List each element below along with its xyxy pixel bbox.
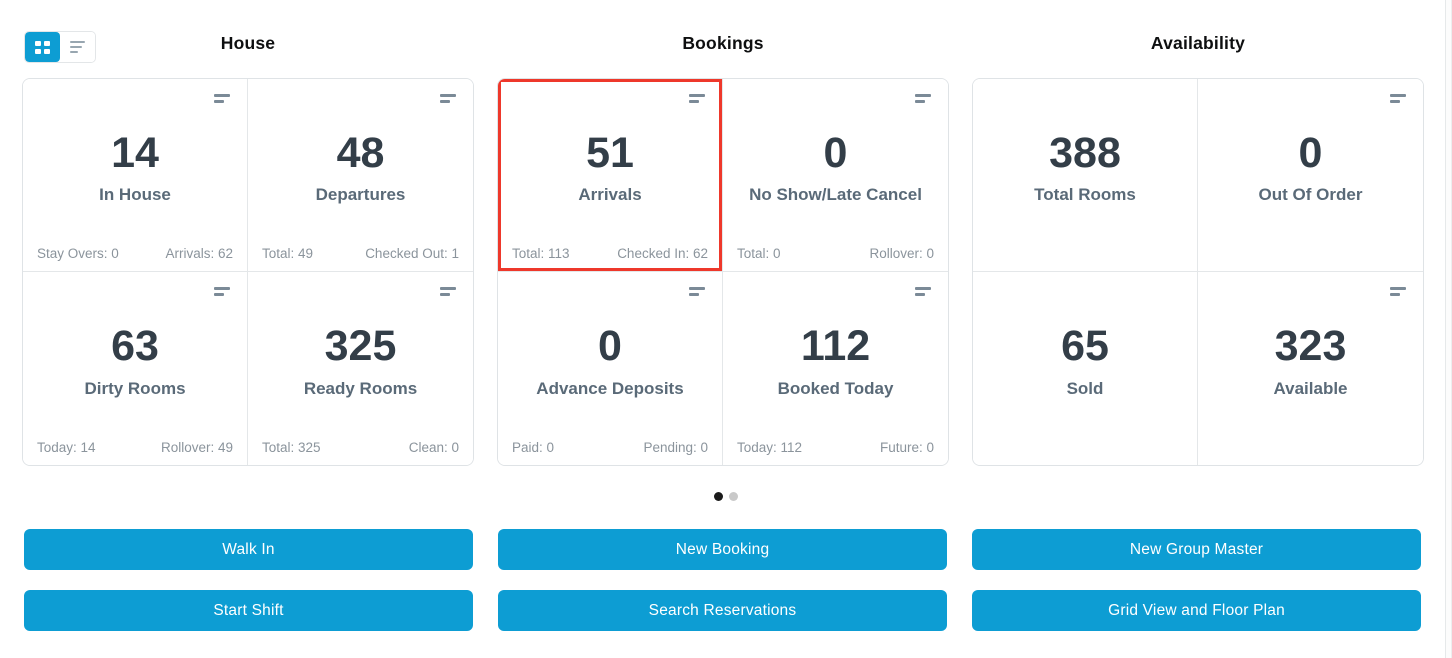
stat-label: Total Rooms bbox=[1034, 185, 1136, 205]
panel-bookings: 51 Arrivals Total: 113 Checked In: 62 0 … bbox=[497, 78, 949, 466]
stat-footer: Total: 49 Checked Out: 1 bbox=[262, 246, 459, 261]
stat-footer-right: Rollover: 0 bbox=[869, 246, 934, 261]
stat-footer: Today: 14 Rollover: 49 bbox=[37, 440, 233, 455]
stat-card-departures[interactable]: 48 Departures Total: 49 Checked Out: 1 bbox=[248, 79, 473, 272]
stat-value: 0 bbox=[598, 322, 622, 371]
list-view-icon bbox=[70, 41, 85, 53]
stat-card-in-house[interactable]: 14 In House Stay Overs: 0 Arrivals: 62 bbox=[23, 79, 248, 272]
stat-value: 0 bbox=[1298, 128, 1323, 177]
stat-card-advance-deposits[interactable]: 0 Advance Deposits Paid: 0 Pending: 0 bbox=[498, 272, 723, 465]
stat-footer-left: Total: 49 bbox=[262, 246, 314, 261]
card-menu-icon[interactable] bbox=[214, 287, 230, 296]
stat-card-sold[interactable]: 65 Sold bbox=[973, 272, 1198, 465]
stat-label: Arrivals bbox=[578, 185, 642, 205]
card-menu-icon[interactable] bbox=[1390, 287, 1406, 296]
section-titles: House Bookings Availability bbox=[22, 33, 1424, 54]
card-menu-icon[interactable] bbox=[440, 287, 456, 296]
section-title-house: House bbox=[220, 33, 276, 53]
stat-footer-right: Checked In: 62 bbox=[617, 246, 708, 261]
stat-label: Advance Deposits bbox=[536, 378, 684, 398]
stat-value: 51 bbox=[586, 128, 634, 177]
stat-footer-left: Today: 14 bbox=[37, 440, 96, 455]
card-menu-icon[interactable] bbox=[1390, 94, 1406, 103]
stat-footer-left: Total: 0 bbox=[737, 246, 781, 261]
stat-card-arrivals-highlighted[interactable]: 51 Arrivals Total: 113 Checked In: 62 bbox=[498, 79, 723, 272]
stat-footer: Total: 0 Rollover: 0 bbox=[737, 246, 934, 261]
stat-value: 323 bbox=[1274, 322, 1347, 371]
view-toggle bbox=[24, 31, 96, 63]
stat-footer-left: Total: 325 bbox=[262, 440, 321, 455]
stat-label: Booked Today bbox=[777, 378, 894, 398]
stat-footer-right: Pending: 0 bbox=[643, 440, 708, 455]
stat-footer-left: Today: 112 bbox=[737, 440, 803, 455]
stat-label: Ready Rooms bbox=[303, 378, 418, 398]
stat-footer: Stay Overs: 0 Arrivals: 62 bbox=[37, 246, 233, 261]
stat-footer-left: Stay Overs: 0 bbox=[37, 246, 119, 261]
new-group-master-button[interactable]: New Group Master bbox=[972, 529, 1421, 570]
panel-availability: 388 Total Rooms 0 Out Of Order 65 Sold 3… bbox=[972, 78, 1424, 466]
stat-value: 48 bbox=[336, 128, 385, 177]
stat-label: Sold bbox=[1066, 378, 1104, 398]
stat-footer: Paid: 0 Pending: 0 bbox=[512, 440, 708, 455]
panel-house: 14 In House Stay Overs: 0 Arrivals: 62 4… bbox=[22, 78, 474, 466]
stat-value: 0 bbox=[823, 128, 848, 177]
search-reservations-button[interactable]: Search Reservations bbox=[498, 590, 947, 631]
stat-footer: Today: 112 Future: 0 bbox=[737, 440, 934, 455]
stat-label: Departures bbox=[315, 185, 406, 205]
stat-card-no-show-late-cancel[interactable]: 0 No Show/Late Cancel Total: 0 Rollover:… bbox=[723, 79, 948, 272]
stat-label: No Show/Late Cancel bbox=[749, 185, 922, 205]
stat-footer: Total: 113 Checked In: 62 bbox=[512, 246, 708, 261]
walk-in-button[interactable]: Walk In bbox=[24, 529, 473, 570]
stat-label: Dirty Rooms bbox=[84, 378, 186, 398]
grid-view-floor-plan-button[interactable]: Grid View and Floor Plan bbox=[972, 590, 1421, 631]
grid-view-toggle[interactable] bbox=[25, 32, 60, 62]
scrollbar-track[interactable] bbox=[1445, 0, 1452, 658]
stat-card-total-rooms[interactable]: 388 Total Rooms bbox=[973, 79, 1198, 272]
pagination-dot-1[interactable] bbox=[714, 492, 723, 501]
action-buttons-row-2: Start Shift Search Reservations Grid Vie… bbox=[24, 590, 1421, 631]
stat-value: 63 bbox=[111, 322, 159, 371]
list-view-toggle[interactable] bbox=[60, 32, 95, 62]
section-title-availability: Availability bbox=[1150, 33, 1246, 53]
dashboard-panels: 14 In House Stay Overs: 0 Arrivals: 62 4… bbox=[22, 78, 1424, 466]
stat-footer-right: Clean: 0 bbox=[408, 440, 459, 455]
stat-card-out-of-order[interactable]: 0 Out Of Order bbox=[1198, 79, 1423, 272]
stat-value: 388 bbox=[1049, 128, 1121, 177]
stat-value: 112 bbox=[800, 322, 871, 371]
carousel-pagination bbox=[0, 492, 1452, 501]
new-booking-button[interactable]: New Booking bbox=[498, 529, 947, 570]
stat-card-available[interactable]: 323 Available bbox=[1198, 272, 1423, 465]
stat-value: 65 bbox=[1061, 322, 1109, 371]
stat-footer-right: Future: 0 bbox=[879, 440, 934, 455]
stat-value: 325 bbox=[324, 322, 397, 371]
action-buttons-row-1: Walk In New Booking New Group Master bbox=[24, 529, 1421, 570]
card-menu-icon[interactable] bbox=[689, 94, 705, 103]
card-menu-icon[interactable] bbox=[440, 94, 456, 103]
stat-footer-right: Arrivals: 62 bbox=[165, 246, 233, 261]
stat-label: In House bbox=[99, 185, 171, 205]
pagination-dot-2[interactable] bbox=[729, 492, 738, 501]
stat-card-ready-rooms[interactable]: 325 Ready Rooms Total: 325 Clean: 0 bbox=[248, 272, 473, 465]
stat-card-booked-today[interactable]: 112 Booked Today Today: 112 Future: 0 bbox=[723, 272, 948, 465]
section-title-bookings: Bookings bbox=[682, 33, 764, 53]
card-menu-icon[interactable] bbox=[214, 94, 230, 103]
start-shift-button[interactable]: Start Shift bbox=[24, 590, 473, 631]
stat-value: 14 bbox=[111, 128, 159, 177]
stat-footer-right: Checked Out: 1 bbox=[365, 246, 459, 261]
stat-footer: Total: 325 Clean: 0 bbox=[262, 440, 459, 455]
stat-label: Available bbox=[1273, 378, 1348, 398]
stat-card-dirty-rooms[interactable]: 63 Dirty Rooms Today: 14 Rollover: 49 bbox=[23, 272, 248, 465]
stat-footer-right: Rollover: 49 bbox=[160, 440, 233, 455]
stat-footer-left: Total: 113 bbox=[512, 246, 570, 261]
card-menu-icon[interactable] bbox=[915, 287, 931, 296]
stat-label: Out Of Order bbox=[1258, 185, 1363, 205]
card-menu-icon[interactable] bbox=[915, 94, 931, 103]
card-menu-icon[interactable] bbox=[689, 287, 705, 296]
grid-view-icon bbox=[35, 40, 50, 54]
stat-footer-left: Paid: 0 bbox=[512, 440, 555, 455]
